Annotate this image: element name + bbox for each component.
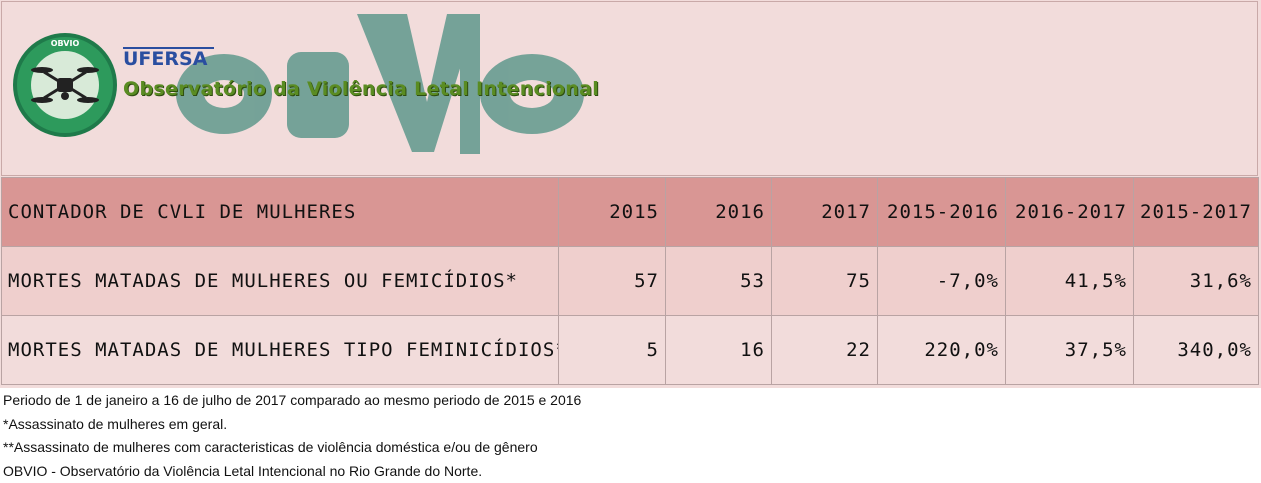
header-2016: 2016 bbox=[665, 177, 772, 247]
cell-2017: 75 bbox=[771, 246, 878, 316]
header-2015-2016: 2015-2016 bbox=[877, 177, 1006, 247]
footnotes: Periodo de 1 de janeiro a 16 de julho de… bbox=[3, 389, 1253, 483]
header-2015: 2015 bbox=[558, 177, 666, 247]
cvli-table: CONTADOR DE CVLI DE MULHERES 2015 2016 2… bbox=[1, 177, 1259, 385]
cell-2016: 53 bbox=[665, 246, 772, 316]
footnote-source: OBVIO - Observatório da Violência Letal … bbox=[3, 462, 483, 479]
cell-change-2015-2017: 31,6% bbox=[1133, 246, 1259, 316]
cell-change-2015-2016: 220,0% bbox=[877, 315, 1006, 385]
cell-2016: 16 bbox=[665, 315, 772, 385]
org-full-name: Observatório da Violência Letal Intencio… bbox=[123, 78, 600, 100]
org-underline bbox=[123, 47, 214, 49]
cell-change-2016-2017: 37,5% bbox=[1005, 315, 1134, 385]
cell-change-2016-2017: 41,5% bbox=[1005, 246, 1134, 316]
cell-2015: 57 bbox=[558, 246, 666, 316]
header-2017: 2017 bbox=[771, 177, 878, 247]
footnote-feminicidio: **Assassinato de mulheres com caracteris… bbox=[3, 439, 538, 455]
badge-label: OBVIO bbox=[51, 39, 80, 48]
table-row: MORTES MATADAS DE MULHERES TIPO FEMINICÍ… bbox=[1, 315, 1259, 385]
org-short-name: UFERSA bbox=[123, 48, 208, 70]
header-2015-2017: 2015-2017 bbox=[1133, 177, 1259, 247]
row-label: MORTES MATADAS DE MULHERES OU FEMICÍDIOS… bbox=[1, 246, 559, 316]
footnote-femicidio: *Assassinato de mulheres em geral. bbox=[3, 415, 228, 432]
report-sheet: OBVIO UFERSA Observatório da Violência L… bbox=[0, 0, 1261, 388]
header-2016-2017: 2016-2017 bbox=[1005, 177, 1134, 247]
cell-2017: 22 bbox=[771, 315, 878, 385]
table-header-row: CONTADOR DE CVLI DE MULHERES 2015 2016 2… bbox=[1, 177, 1259, 247]
obvio-drone-badge-icon: OBVIO bbox=[13, 33, 117, 137]
header-label: CONTADOR DE CVLI DE MULHERES bbox=[1, 177, 559, 247]
header-banner: OBVIO UFERSA Observatório da Violência L… bbox=[1, 1, 1258, 176]
cell-change-2015-2016: -7,0% bbox=[877, 246, 1006, 316]
cell-change-2015-2017: 340,0% bbox=[1133, 315, 1259, 385]
row-label: MORTES MATADAS DE MULHERES TIPO FEMINICÍ… bbox=[1, 315, 559, 385]
cell-2015: 5 bbox=[558, 315, 666, 385]
table-row: MORTES MATADAS DE MULHERES OU FEMICÍDIOS… bbox=[1, 246, 1259, 316]
footnote-period: Periodo de 1 de janeiro a 16 de julho de… bbox=[3, 392, 582, 408]
obvio-watermark-logo bbox=[176, 14, 584, 154]
